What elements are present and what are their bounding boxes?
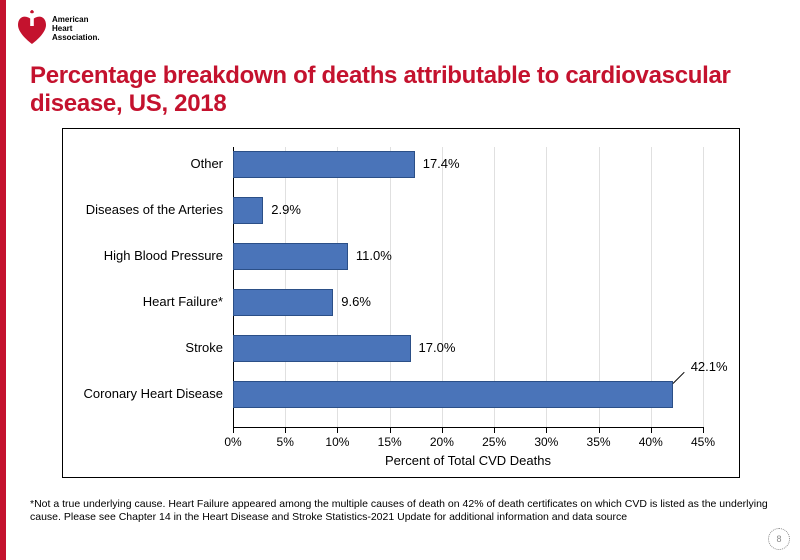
category-label: Coronary Heart Disease — [63, 386, 223, 401]
bar — [233, 381, 673, 408]
x-tick-label: 5% — [277, 435, 294, 449]
category-label: Heart Failure* — [63, 294, 223, 309]
x-tick-label: 15% — [378, 435, 402, 449]
logo-text: American Heart Association. — [52, 16, 100, 42]
footnote: *Not a true underlying cause. Heart Fail… — [30, 498, 770, 524]
x-tick-label: 0% — [224, 435, 241, 449]
plot-area: Other17.4% Diseases of the Arteries2.9% Hi… — [233, 147, 703, 427]
bar — [233, 289, 333, 316]
brand-stripe — [0, 0, 6, 560]
bar-row: Diseases of the Arteries2.9% — [233, 197, 703, 224]
x-tick — [494, 427, 495, 433]
bar-row: Stroke17.0% — [233, 335, 703, 362]
heart-torch-icon — [18, 10, 46, 46]
x-tick — [233, 427, 234, 433]
x-tick — [599, 427, 600, 433]
bar-row: Heart Failure*9.6% — [233, 289, 703, 316]
bar-row: High Blood Pressure11.0% — [233, 243, 703, 270]
x-tick-label: 35% — [587, 435, 611, 449]
bar-value-label: 9.6% — [341, 294, 371, 309]
bar — [233, 151, 415, 178]
bar — [233, 335, 411, 362]
x-ticks: Percent of Total CVD Deaths 0%5%10%15%20… — [233, 427, 703, 467]
x-tick-label: 10% — [325, 435, 349, 449]
x-tick — [703, 427, 704, 433]
bar-row: Coronary Heart Disease42.1% — [233, 381, 703, 408]
x-tick-label: 45% — [691, 435, 715, 449]
x-tick — [651, 427, 652, 433]
category-label: Stroke — [63, 340, 223, 355]
x-tick — [442, 427, 443, 433]
bar-value-label: 2.9% — [271, 202, 301, 217]
gridline — [703, 147, 704, 427]
bar-value-label: 11.0% — [356, 248, 392, 263]
bar-value-label: 17.0% — [419, 340, 456, 355]
category-label: Other — [63, 156, 223, 171]
x-tick — [337, 427, 338, 433]
aha-logo: American Heart Association. — [18, 10, 100, 46]
x-tick-label: 20% — [430, 435, 454, 449]
bar — [233, 197, 263, 224]
bar-value-label: 17.4% — [423, 156, 460, 171]
x-tick — [285, 427, 286, 433]
x-tick-label: 40% — [639, 435, 663, 449]
x-tick — [390, 427, 391, 433]
x-axis-title: Percent of Total CVD Deaths — [233, 453, 703, 468]
bar — [233, 243, 348, 270]
chart-container: Other17.4%Diseases of the Arteries2.9%Hi… — [62, 128, 740, 478]
bar-value-label: 42.1% — [691, 359, 728, 374]
leader-line — [672, 372, 684, 384]
category-label: High Blood Pressure — [63, 248, 223, 263]
x-tick — [546, 427, 547, 433]
x-tick-label: 25% — [482, 435, 506, 449]
category-label: Diseases of the Arteries — [63, 202, 223, 217]
page-number: 8 — [768, 528, 790, 550]
bar-row: Other17.4% — [233, 151, 703, 178]
x-tick-label: 30% — [534, 435, 558, 449]
page-title: Percentage breakdown of deaths attributa… — [30, 62, 770, 117]
